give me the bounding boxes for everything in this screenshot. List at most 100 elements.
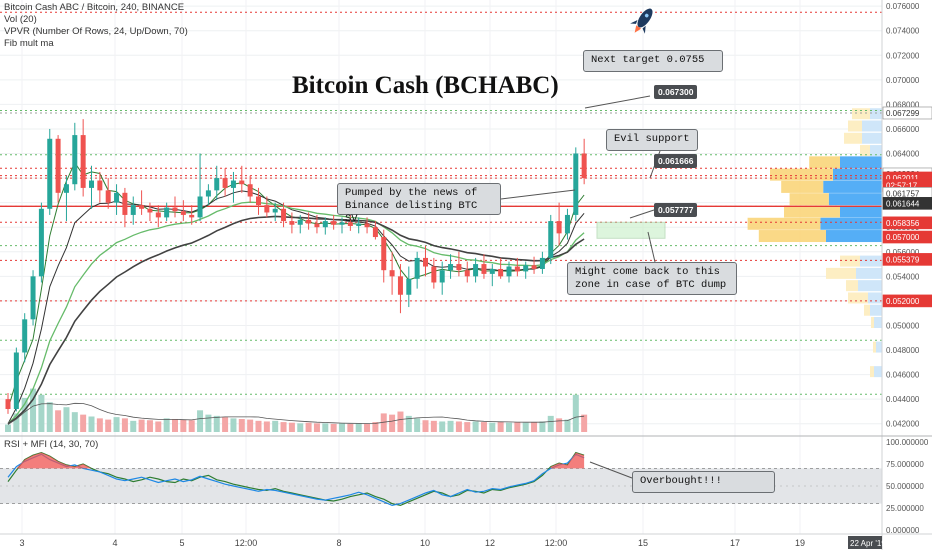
volume-bar	[339, 423, 345, 432]
candle-body	[172, 207, 178, 212]
price-tick-label: 0.070000	[886, 76, 920, 85]
volume-legend[interactable]: Vol (20)	[4, 14, 37, 25]
volume-bars	[5, 388, 588, 432]
volume-bar	[247, 419, 254, 432]
vpvr-light-blue	[856, 267, 882, 279]
vpvr-light-yellow	[848, 292, 868, 304]
candle-body	[581, 153, 587, 179]
candle-body	[22, 319, 28, 353]
time-tick-label: 12:00	[545, 538, 568, 548]
price-tick-label: 0.050000	[886, 321, 920, 330]
volume-bar	[514, 422, 521, 432]
volume-bar	[288, 422, 295, 432]
time-tick-label: 10	[420, 538, 430, 548]
vpvr-light-blue	[862, 132, 882, 144]
vpvr-legend[interactable]: VPVR (Number Of Rows, 24, Up/Down, 70)	[4, 26, 188, 37]
pumped-text-1: Pumped by the news of	[345, 187, 478, 199]
vpvr-light-blue	[870, 108, 882, 120]
price-tag-0067300[interactable]: 0.067300	[654, 85, 698, 99]
volume-bar	[572, 394, 579, 432]
candle-body	[214, 178, 220, 191]
candle-body	[289, 221, 295, 225]
candle-body	[464, 270, 470, 277]
volume-bar	[556, 418, 563, 432]
overbought-callout[interactable]: Overbought!!!	[632, 471, 775, 493]
rsi-legend[interactable]: RSI + MFI (14, 30, 70)	[4, 439, 99, 450]
volume-bar	[213, 415, 220, 432]
candle-body	[30, 276, 36, 320]
candle-body	[306, 219, 312, 224]
candle-body	[222, 178, 228, 188]
price-tag-0061666[interactable]: 0.061666	[654, 154, 698, 168]
vpvr-light-blue	[860, 255, 882, 267]
price-label: 0.061757	[886, 189, 920, 198]
pumped-callout[interactable]: Pumped by the news of Binance delisting …	[337, 183, 501, 225]
candle-body	[197, 196, 203, 218]
date-badge-bg	[848, 536, 882, 549]
time-tick-label: 12:00	[235, 538, 258, 548]
volume-profile	[747, 108, 882, 378]
evil-support-callout[interactable]: Evil support	[606, 129, 698, 151]
volume-bar	[405, 415, 412, 432]
volume-bar	[222, 417, 229, 432]
volume-bar	[188, 420, 195, 432]
volume-bar	[88, 416, 95, 432]
vpvr-blue-bar	[828, 193, 882, 206]
might-text-2: zone in case of BTC dump	[575, 279, 727, 291]
volume-bar	[71, 412, 78, 432]
volume-bar	[121, 418, 128, 432]
candle-body	[230, 180, 236, 188]
might-come-back-callout[interactable]: Might come back to this zone in case of …	[567, 262, 737, 295]
volume-bar	[255, 420, 262, 432]
volume-bar	[272, 420, 279, 432]
vpvr-blue-bar	[826, 230, 882, 243]
candle-body	[155, 212, 161, 218]
price-label: 0.061644	[886, 199, 920, 208]
volume-bar	[163, 418, 170, 432]
candle-body	[531, 265, 537, 269]
rsi-tick-label: 25.000000	[886, 504, 924, 513]
price-label: 0.052000	[886, 297, 920, 306]
vpvr-blue-bar	[840, 156, 882, 169]
candle-body	[331, 221, 337, 225]
volume-bar	[531, 422, 538, 432]
volume-bar	[430, 420, 437, 432]
volume-bar	[347, 423, 354, 432]
vpvr-yellow-bar	[789, 193, 829, 206]
fib-legend[interactable]: Fib mult ma	[4, 38, 54, 49]
vpvr-yellow-bar	[809, 156, 840, 169]
volume-bar	[105, 419, 112, 432]
overbought-text: Overbought!!!	[640, 475, 722, 487]
candle-body	[239, 180, 245, 185]
price-tick-label: 0.074000	[886, 27, 920, 36]
vpvr-blue-bar	[820, 217, 882, 230]
price-tag-0057777[interactable]: 0.057777	[654, 203, 698, 217]
candle-body	[164, 207, 170, 218]
price-label: 02:57:17	[886, 181, 918, 190]
drawings	[500, 8, 661, 479]
volume-bar	[522, 422, 529, 432]
candle-body	[498, 268, 504, 277]
candles	[5, 119, 587, 414]
volume-bar	[506, 422, 512, 432]
vpvr-light-blue	[874, 366, 882, 378]
ma-slowest	[7, 215, 585, 425]
vpvr-light-yellow	[840, 255, 860, 267]
volume-bar	[21, 397, 28, 432]
volume-bar	[205, 414, 212, 432]
volume-ma	[7, 402, 585, 425]
volume-bar	[263, 421, 270, 432]
volume-bar	[422, 420, 429, 432]
next-target-callout[interactable]: Next target 0.0755	[583, 50, 723, 72]
candle-body	[414, 257, 420, 279]
next-target-text: Next target 0.0755	[591, 54, 705, 66]
candle-body	[481, 264, 487, 274]
candle-body	[5, 399, 11, 409]
price-label-bg	[882, 197, 932, 210]
candle-body	[556, 221, 562, 234]
candle-body	[38, 208, 44, 277]
rsi-tick-label: 50.000000	[886, 482, 924, 491]
overbought-fill-recent	[550, 452, 585, 469]
pointer-line	[500, 189, 576, 200]
symbol-legend[interactable]: Bitcoin Cash ABC / Bitcoin, 240, BINANCE	[4, 2, 185, 13]
